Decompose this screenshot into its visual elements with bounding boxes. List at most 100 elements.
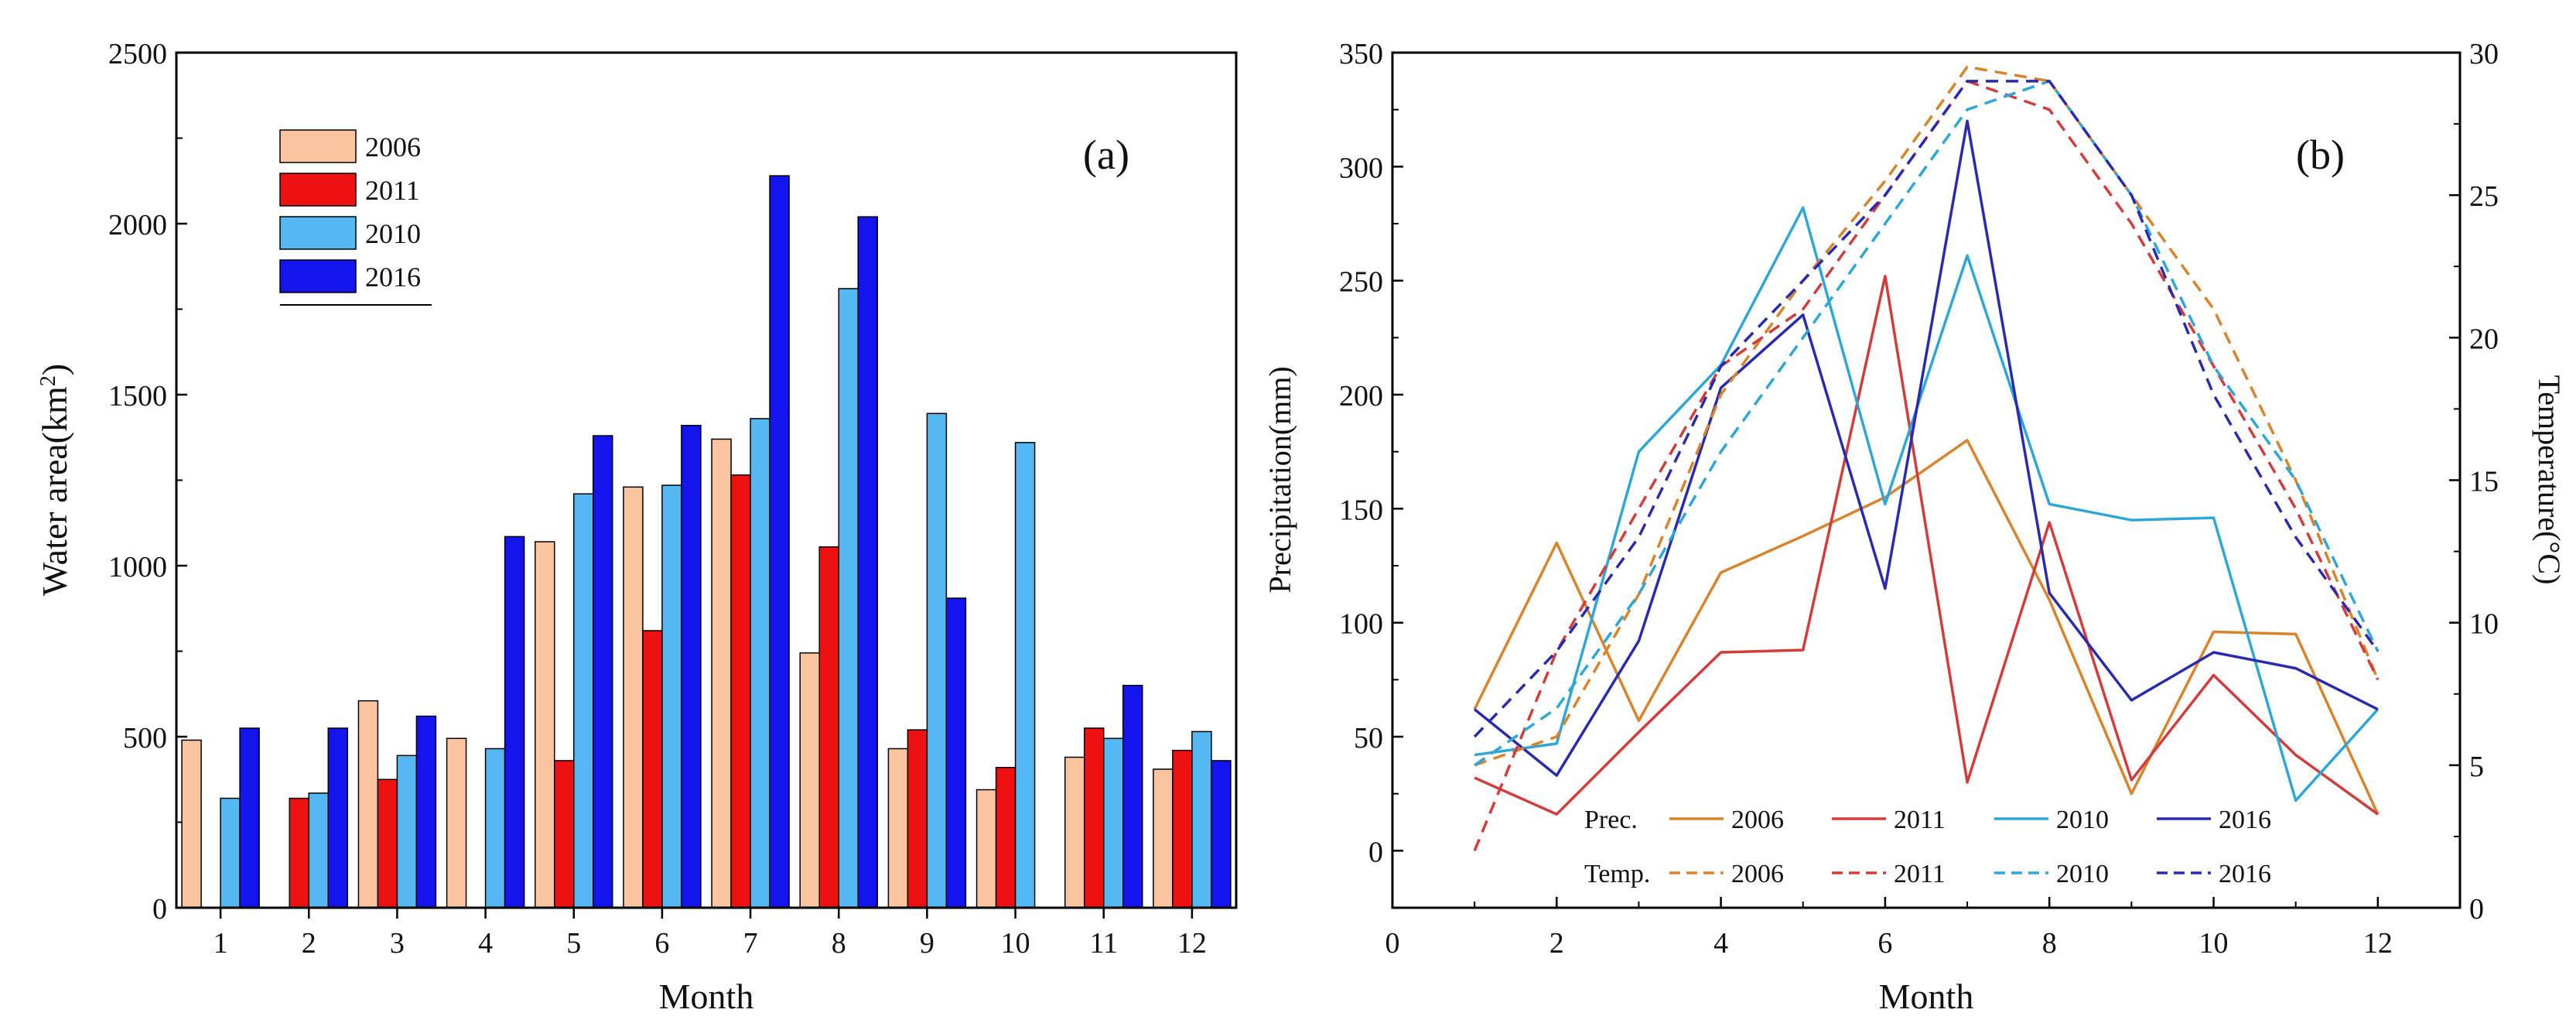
y-tick-label-left-300: 300 [1339,152,1383,184]
x-tick-label-a-12: 12 [1177,927,1207,960]
panel-b-x-axis-label: Month [1879,977,1974,1016]
legend-prec-year-2016: 2016 [2219,806,2271,834]
bar-2011-2 [289,797,309,909]
x-tick-label-a-3: 3 [390,927,405,960]
legend-swatch-2016 [279,259,357,293]
bar-2010-10 [1014,442,1036,909]
legend-temp-year-2016: 2016 [2219,860,2271,888]
y-tick-label-left-0: 0 [1368,836,1383,868]
panel-a-label: (a) [1083,132,1129,178]
bar-2016-8 [857,216,878,909]
bar-2011-3 [377,778,398,909]
panel-b-lines [1473,65,2380,851]
bar-2010-2 [308,792,329,909]
precipitation-line-2016 [1474,119,2379,777]
legend-label-2010: 2010 [365,218,421,249]
bar-2006-1 [181,739,202,909]
temperature-line-2016 [1473,80,2380,738]
bar-2006-4 [446,737,467,909]
x-tick-label-a-6: 6 [654,927,669,960]
y-tick-label-a-1500: 1500 [108,380,167,412]
y-tick-label-left-50: 50 [1354,722,1383,755]
bar-2010-5 [573,493,594,909]
legend-prec-year-2006: 2006 [1731,806,1784,834]
y-tick-label-left-250: 250 [1339,266,1383,299]
y-tick-label-a-500: 500 [123,722,167,755]
x-tick-label-b-8: 8 [2042,927,2057,960]
bar-2010-4 [484,748,506,909]
precipitation-line-2011 [1474,275,2379,816]
legend-label-2006: 2006 [365,132,421,163]
x-tick-label-a-4: 4 [478,927,493,960]
legend-swatch-2011 [279,173,357,207]
x-tick-label-a-2: 2 [302,927,316,960]
y-tick-label-left-200: 200 [1339,380,1383,412]
y-tick-label-a-2500: 2500 [108,38,167,70]
bar-2016-2 [327,727,348,909]
bar-2011-9 [907,729,928,909]
bar-2016-11 [1122,684,1143,909]
bar-2006-12 [1153,768,1174,909]
bar-2010-12 [1191,731,1212,909]
y-tick-label-right-30: 30 [2469,38,2499,70]
bar-2010-3 [396,755,418,909]
panel-b-legend: Prec. 2006 2011 2010 2016 Temp. 2006 2011 2010 20… [1584,806,2271,888]
y-tick-label-right-25: 25 [2469,180,2499,213]
panel-a-y-axis-label: Water area(km2) [35,364,74,596]
y-tick-label-right-0: 0 [2469,893,2484,926]
bar-2011-11 [1084,727,1105,909]
y-tick-label-a-2000: 2000 [108,209,167,241]
legend-prec-label: Prec. [1584,806,1638,834]
panel-a-bars [181,175,1232,909]
panel-a-x-axis: 1 2 3 4 5 6 7 8 9 10 11 12 [214,908,1207,960]
panel-b-line-chart: 0 50 100 150 200 250 300 350 0 5 10 15 20 25 30 0 2 4 6 8… [1262,38,2567,1016]
bar-2016-1 [239,727,260,909]
x-tick-label-b-6: 6 [1877,927,1892,960]
panel-b-y-axis-right: 0 5 10 15 20 25 30 [2449,38,2499,926]
x-tick-label-b-4: 4 [1713,927,1728,960]
bar-2016-9 [945,597,967,909]
legend-temp-year-2011: 2011 [1894,860,1946,888]
y-tick-label-right-5: 5 [2469,751,2484,783]
x-tick-label-b-10: 10 [2199,927,2229,960]
bar-2016-6 [681,425,702,909]
x-tick-label-a-5: 5 [566,927,581,960]
panel-b-y-axis-left: 0 50 100 150 200 250 300 350 [1339,38,1403,868]
panel-b-label: (b) [2296,132,2345,178]
legend-temp-year-2010: 2010 [2056,860,2109,888]
panel-a-y-axis-label-close: ) [35,364,74,375]
precipitation-line-2010 [1474,206,2380,802]
bar-2016-12 [1211,760,1232,909]
bar-2010-8 [838,288,859,909]
y-tick-label-right-15: 15 [2469,466,2499,498]
y-tick-label-left-100: 100 [1339,608,1383,641]
panel-a-y-axis-label-sup: 2 [36,375,60,386]
bar-2010-9 [926,412,948,909]
bar-2006-11 [1064,756,1085,909]
x-tick-label-a-1: 1 [214,927,228,960]
panel-a-y-axis: 0 500 1000 1500 2000 2500 [108,38,187,926]
bar-2006-7 [711,438,732,909]
y-tick-label-a-0: 0 [152,893,167,926]
x-tick-label-a-9: 9 [920,927,934,960]
panel-b-plot-frame [1391,51,2462,909]
legend-prec-year-2010: 2010 [2056,806,2109,834]
panel-b-y-axis-left-label: Precipitation(mm) [1262,366,1297,593]
bar-2011-7 [730,474,751,909]
y-tick-label-right-20: 20 [2469,323,2499,355]
bar-2006-3 [357,700,379,909]
panel-a-x-axis-label: Month [659,977,754,1016]
y-tick-label-left-150: 150 [1339,494,1383,526]
bar-2006-6 [623,486,644,909]
temperature-line-2006 [1474,65,2380,767]
legend-label-2016: 2016 [365,262,421,293]
panel-b-x-axis: 0 2 4 6 8 10 12 [1385,897,2461,960]
legend-temp-year-2006: 2006 [1731,860,1784,888]
bar-2011-5 [554,760,575,909]
bar-2011-12 [1172,749,1193,909]
bar-2016-4 [504,536,525,909]
temperature-line-2011 [1473,80,2380,851]
bar-2010-1 [220,797,241,909]
